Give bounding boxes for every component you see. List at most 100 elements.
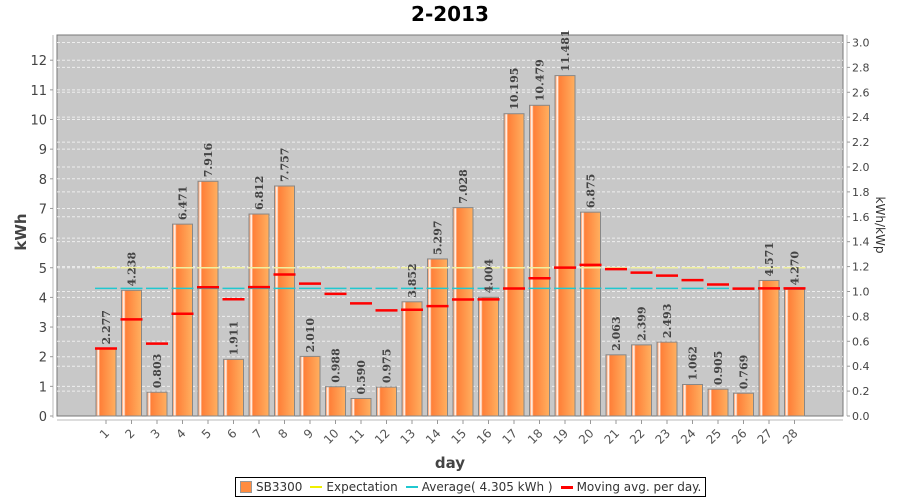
bar [452,207,474,417]
y-tick-label: 7 [39,202,47,217]
y-right-tick-label: 0.6 [852,335,870,348]
y-axis-right-label: kWh/kWp [873,197,887,254]
y-right-tick-label: 2.6 [852,86,870,99]
y-tick-label: 6 [39,232,47,247]
y-tick-label: 1 [39,380,47,395]
bar [350,398,372,417]
y-right-tick-label: 3.0 [852,36,870,49]
y-tick-label: 2 [39,351,47,366]
x-tick-label: 15 [448,426,469,447]
x-tick-label: 5 [199,426,214,441]
bar [376,386,397,417]
bar [784,288,805,417]
x-tick-label: 7 [250,426,265,441]
data-label: 4.238 [126,252,139,287]
data-label: 5.297 [432,220,445,254]
data-label: 11.481 [559,29,572,71]
data-label: 2.010 [304,318,317,353]
data-label: 10.195 [508,68,521,110]
bar [707,388,729,417]
y-tick-label: 0 [39,410,47,425]
data-label: 0.905 [712,351,725,385]
x-tick-label: 24 [678,426,699,447]
y-tick-label: 9 [39,143,47,158]
y-right-tick-label: 0.0 [852,410,870,423]
data-label: 7.028 [457,169,470,204]
y-right-tick-label: 1.6 [852,211,870,224]
y-tick-label: 3 [39,321,47,336]
x-tick-label: 22 [627,426,648,447]
x-tick-label: 10 [321,426,342,447]
x-tick-label: 12 [372,426,393,447]
y-right-tick-label: 2.8 [852,61,870,74]
data-label: 0.769 [738,355,751,389]
bar [197,180,219,417]
bar [682,384,703,417]
bar [274,185,295,417]
data-label: 2.277 [100,310,113,344]
legend-swatch-bar [240,481,252,493]
y-right-tick-label: 1.4 [852,236,870,249]
y-right-tick-label: 1.8 [852,186,870,199]
bar [503,113,525,417]
y-right-tick-label: 0.4 [852,360,870,373]
data-label: 4.004 [483,258,496,293]
x-tick-label: 4 [173,426,188,441]
legend-label: Expectation [326,480,398,494]
data-label: 6.471 [177,186,190,220]
x-tick-label: 1 [97,426,112,441]
legend-label: SB3300 [256,480,303,494]
data-label: 2.063 [610,316,623,350]
data-label: 1.062 [687,346,700,380]
x-tick-label: 18 [525,426,546,447]
bar [605,354,627,417]
y-right-tick-label: 0.8 [852,310,870,323]
bar [223,358,244,417]
x-tick-label: 2 [122,426,137,441]
bar [401,301,423,417]
x-tick-label: 6 [224,426,239,441]
x-tick-label: 26 [729,426,750,447]
data-label: 0.590 [355,360,368,395]
y-tick-label: 8 [39,173,47,188]
data-label: 7.757 [279,148,292,182]
x-tick-label: 27 [754,426,775,447]
y-tick-label: 5 [39,262,47,277]
bar [146,391,168,417]
y-right-tick-label: 1.2 [852,261,870,274]
x-tick-label: 21 [601,426,622,447]
bar [478,296,499,417]
y-tick-label: 10 [30,114,47,129]
bar [121,289,142,417]
x-tick-label: 28 [780,426,801,447]
x-tick-label: 9 [301,426,316,441]
y-axis-label: kWh [12,213,30,250]
data-label: 4.571 [763,242,776,276]
data-label: 1.911 [228,321,241,355]
bar [427,258,448,417]
legend-swatch-moving [560,485,573,489]
x-tick-label: 19 [550,426,571,447]
bar [580,211,601,417]
data-label: 4.270 [789,251,802,286]
bar [325,386,346,417]
x-tick-label: 11 [346,426,367,447]
x-tick-label: 13 [397,426,418,447]
bar [554,75,576,417]
data-label: 2.493 [661,304,674,338]
data-label: 10.479 [534,59,547,101]
y-tick-label: 4 [39,291,47,306]
x-tick-label: 23 [652,426,673,447]
bar [529,104,550,417]
bar [95,347,117,417]
bar [733,392,754,417]
data-label: 0.803 [151,354,164,388]
y-right-tick-label: 1.0 [852,285,870,298]
x-axis-label: day [435,454,465,472]
bar [172,223,193,417]
legend-swatch-expectation [310,486,323,488]
data-label: 7.916 [202,143,215,178]
y-right-tick-label: 2.4 [852,111,870,124]
